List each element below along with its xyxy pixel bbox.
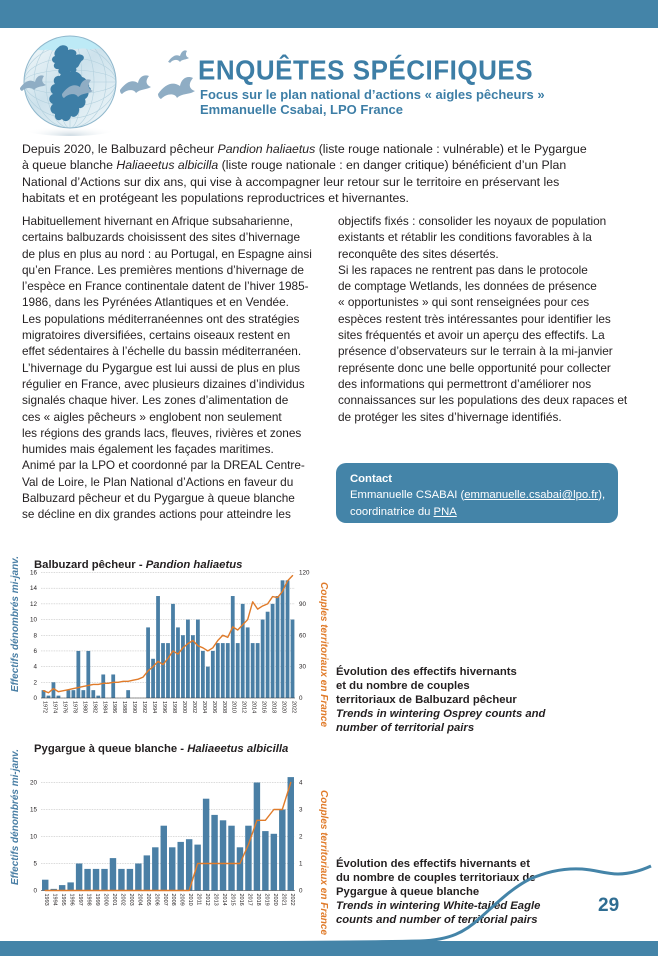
svg-text:2006: 2006 [153, 894, 159, 906]
svg-text:6: 6 [34, 648, 38, 655]
svg-text:2014: 2014 [251, 701, 257, 713]
svg-text:2013: 2013 [213, 894, 219, 906]
svg-text:2002: 2002 [119, 894, 125, 906]
svg-text:15: 15 [30, 807, 37, 814]
svg-text:2009: 2009 [179, 894, 185, 906]
svg-text:3: 3 [299, 807, 303, 814]
svg-text:0: 0 [299, 695, 303, 702]
svg-text:5: 5 [34, 861, 38, 868]
svg-text:1974: 1974 [51, 701, 57, 713]
svg-text:2014: 2014 [221, 894, 227, 906]
svg-text:1984: 1984 [101, 701, 107, 713]
svg-text:1: 1 [299, 861, 303, 868]
svg-text:16: 16 [30, 570, 37, 577]
svg-text:14: 14 [30, 585, 37, 592]
svg-text:1976: 1976 [61, 701, 67, 713]
svg-text:2002: 2002 [191, 701, 197, 713]
svg-text:2018: 2018 [271, 701, 277, 713]
svg-text:1994: 1994 [151, 701, 157, 713]
svg-text:1972: 1972 [41, 701, 47, 713]
svg-text:1986: 1986 [111, 701, 117, 713]
svg-text:2000: 2000 [181, 701, 187, 713]
svg-text:2006: 2006 [211, 701, 217, 713]
svg-text:2012: 2012 [241, 701, 247, 713]
svg-text:2020: 2020 [272, 894, 278, 906]
svg-text:2: 2 [34, 679, 38, 686]
svg-text:0: 0 [34, 888, 38, 895]
svg-text:2004: 2004 [136, 894, 142, 906]
svg-text:8: 8 [34, 632, 38, 639]
svg-text:2022: 2022 [289, 894, 295, 906]
svg-text:1998: 1998 [171, 701, 177, 713]
svg-text:10: 10 [30, 617, 37, 624]
svg-text:1996: 1996 [161, 701, 167, 713]
svg-text:2007: 2007 [162, 894, 168, 906]
svg-text:1978: 1978 [71, 701, 77, 713]
svg-text:2016: 2016 [238, 894, 244, 906]
svg-text:2022: 2022 [291, 701, 297, 713]
svg-text:2016: 2016 [261, 701, 267, 713]
svg-text:2004: 2004 [201, 701, 207, 713]
svg-text:90: 90 [299, 601, 306, 608]
svg-text:10: 10 [30, 834, 37, 841]
svg-text:0: 0 [34, 695, 38, 702]
svg-text:30: 30 [299, 664, 306, 671]
svg-text:1994: 1994 [52, 894, 58, 906]
svg-text:1988: 1988 [121, 701, 127, 713]
svg-text:2020: 2020 [281, 701, 287, 713]
svg-text:0: 0 [299, 888, 303, 895]
svg-text:120: 120 [299, 570, 310, 577]
svg-text:20: 20 [30, 780, 37, 787]
svg-text:60: 60 [299, 632, 306, 639]
svg-text:2003: 2003 [128, 894, 134, 906]
svg-text:2008: 2008 [221, 701, 227, 713]
svg-text:1992: 1992 [141, 701, 147, 713]
svg-text:2008: 2008 [170, 894, 176, 906]
svg-text:1990: 1990 [131, 701, 137, 713]
svg-text:2018: 2018 [255, 894, 261, 906]
svg-text:1999: 1999 [94, 894, 100, 906]
svg-text:2005: 2005 [145, 894, 151, 906]
svg-text:1995: 1995 [60, 894, 66, 906]
svg-text:2017: 2017 [246, 894, 252, 906]
svg-text:1998: 1998 [86, 894, 92, 906]
svg-text:2010: 2010 [231, 701, 237, 713]
svg-text:2000: 2000 [103, 894, 109, 906]
svg-text:1993: 1993 [43, 894, 49, 906]
svg-text:2: 2 [299, 834, 303, 841]
svg-text:1980: 1980 [81, 701, 87, 713]
svg-text:2010: 2010 [187, 894, 193, 906]
svg-text:2021: 2021 [280, 894, 286, 906]
svg-text:2012: 2012 [204, 894, 210, 906]
svg-text:1996: 1996 [69, 894, 75, 906]
svg-text:2019: 2019 [263, 894, 269, 906]
svg-text:4: 4 [299, 780, 303, 787]
svg-text:1982: 1982 [91, 701, 97, 713]
svg-text:1997: 1997 [77, 894, 83, 906]
svg-text:2011: 2011 [196, 894, 202, 906]
svg-text:2001: 2001 [111, 894, 117, 906]
svg-text:2015: 2015 [230, 894, 236, 906]
svg-text:4: 4 [34, 664, 38, 671]
svg-text:12: 12 [30, 601, 37, 608]
